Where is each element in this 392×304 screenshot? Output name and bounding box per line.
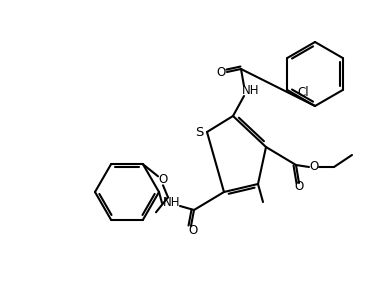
Text: S: S: [195, 126, 203, 139]
Text: NH: NH: [242, 85, 260, 98]
Text: O: O: [158, 173, 168, 186]
Text: NH: NH: [163, 195, 181, 209]
Text: Cl: Cl: [297, 85, 309, 98]
Text: O: O: [189, 224, 198, 237]
Text: O: O: [294, 181, 304, 194]
Text: O: O: [309, 161, 319, 174]
Text: O: O: [216, 65, 226, 78]
